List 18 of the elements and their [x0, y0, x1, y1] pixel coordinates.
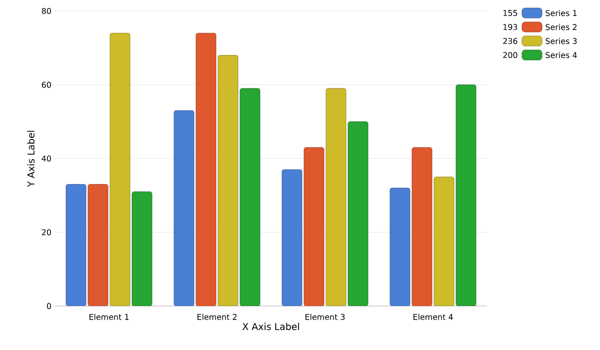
bar — [240, 88, 260, 306]
bar — [110, 32, 130, 306]
bar — [196, 32, 216, 306]
bar — [132, 191, 152, 306]
bar — [174, 110, 194, 306]
bar — [326, 88, 346, 306]
bar — [88, 184, 108, 306]
bar — [412, 147, 432, 306]
x-axis-title: X Axis Label — [242, 322, 299, 330]
bar — [434, 176, 454, 306]
bar — [348, 121, 368, 306]
bar — [218, 55, 238, 306]
bar — [282, 169, 302, 306]
bar — [456, 84, 476, 306]
bar — [66, 184, 86, 306]
y-axis-title: Y Axis Label — [27, 130, 35, 187]
bar — [390, 188, 410, 306]
bar — [304, 147, 324, 306]
